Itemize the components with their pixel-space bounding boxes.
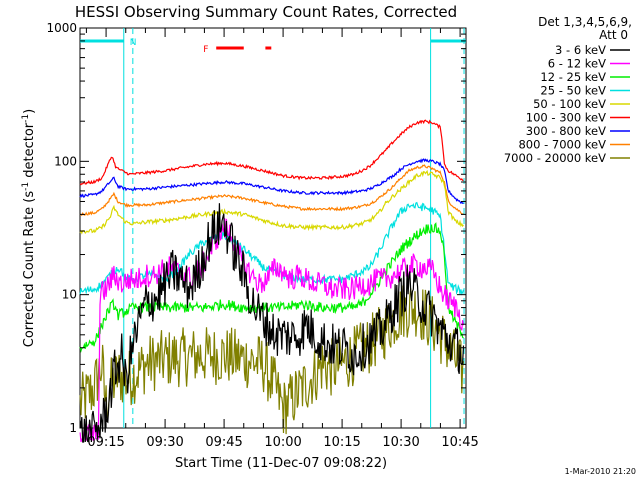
series-layer — [79, 119, 465, 443]
chart-title: HESSI Observing Summary Count Rates, Cor… — [75, 3, 457, 21]
x-tick-label: 10:00 — [264, 435, 301, 450]
x-tick-label: 10:15 — [323, 435, 360, 450]
series-line — [79, 119, 464, 186]
legend-label: 7000 - 20000 keV — [504, 151, 606, 165]
flare-flag-label: F — [203, 45, 208, 55]
x-axis-title: Start Time (11-Dec-07 09:08:22) — [175, 456, 387, 471]
y-tick-label: 1000 — [46, 21, 77, 35]
series-line — [79, 218, 465, 443]
axes-layer: 1 10 100 1000 09:15 09:30 09:45 10:00 10:15 10:30… — [46, 21, 478, 450]
series-line — [79, 158, 464, 205]
legend-label: 3 - 6 keV — [555, 43, 606, 57]
series-line — [79, 285, 465, 435]
legend-label: 300 - 800 keV — [526, 124, 606, 138]
y-tick-label: 100 — [54, 154, 77, 168]
x-tick-label: 09:45 — [205, 435, 242, 450]
series-line — [79, 164, 464, 217]
x-tick-label: 09:15 — [87, 435, 124, 450]
plot-frame — [79, 27, 467, 429]
legend-label: 6 - 12 keV — [548, 57, 606, 71]
legend-label: 12 - 25 keV — [540, 70, 606, 84]
x-tick-label: 10:30 — [382, 435, 419, 450]
series-line — [79, 203, 465, 443]
legend-label: 50 - 100 keV — [533, 97, 606, 111]
series-line — [79, 169, 464, 235]
x-tick-label: 09:30 — [146, 435, 183, 450]
legend-label: 100 - 300 keV — [526, 111, 606, 125]
y-tick-label: 1 — [69, 421, 77, 435]
legend-header-line-1: Det 1,3,4,5,6,9, — [538, 15, 632, 29]
legend-label: 25 - 50 keV — [540, 84, 606, 98]
y-axis-title: Corrected Count Rate (s-1 detector-1) — [21, 109, 37, 347]
legend-header-line-2: Att 0 — [599, 28, 628, 42]
legend-label: 800 - 7000 keV — [518, 138, 606, 152]
x-tick-label: 10:45 — [441, 435, 478, 450]
footer-timestamp: 1-Mar-2010 21:20 — [565, 467, 636, 476]
y-tick-label: 10 — [62, 288, 77, 302]
